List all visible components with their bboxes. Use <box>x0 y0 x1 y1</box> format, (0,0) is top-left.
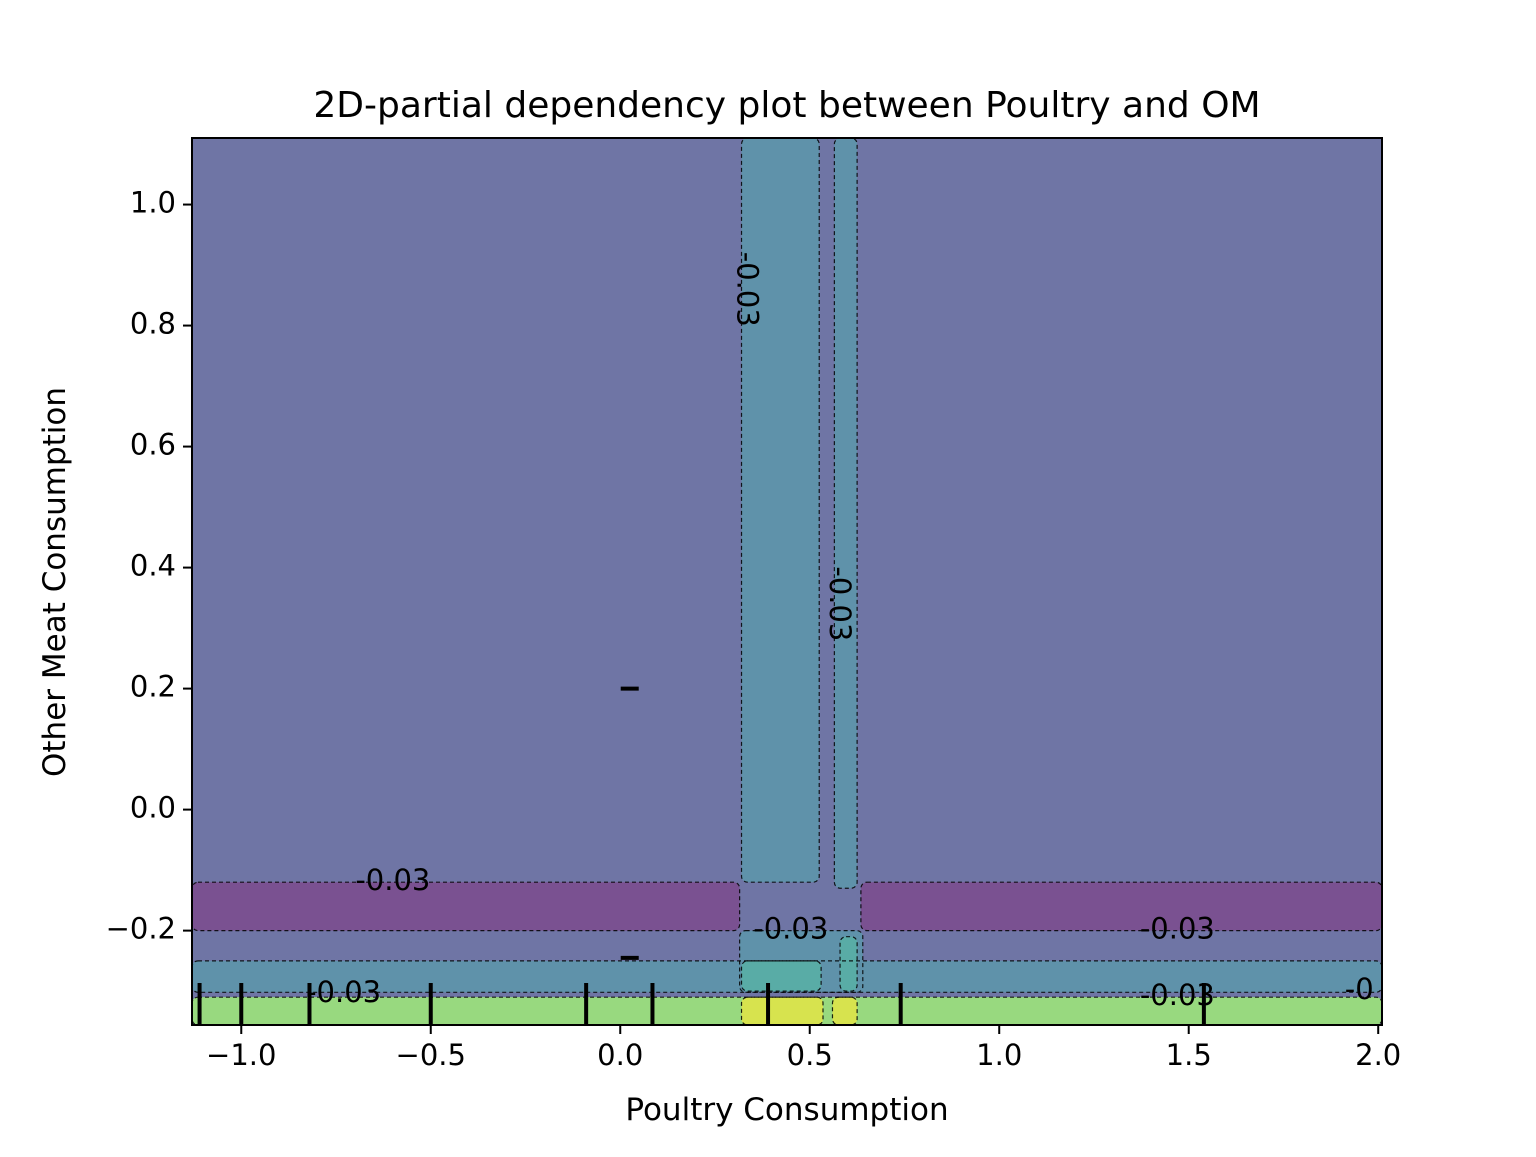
contour-region-purple <box>192 882 740 931</box>
contour-label: -0.03 <box>1140 912 1215 946</box>
contour-line <box>739 930 864 993</box>
x-tick-label: 1.5 <box>1166 1038 1212 1072</box>
y-tick-label: 0.4 <box>130 549 176 583</box>
contour-line <box>740 960 822 992</box>
contour-line <box>833 138 858 889</box>
contour-region-teal <box>834 138 858 889</box>
x-tick-label: −1.0 <box>206 1038 276 1072</box>
contour-region-purple <box>860 882 1382 931</box>
contour-line <box>192 881 741 932</box>
contour-line <box>192 960 1382 993</box>
x-axis: −1.0 −0.5 0.0 0.5 1.0 1.5 2.0 <box>206 1025 1401 1072</box>
contour-region-teal <box>741 138 820 883</box>
contour-label: -0.03 <box>1140 978 1215 1012</box>
y-axis: −0.2 0.0 0.2 0.4 0.6 0.8 1.0 <box>106 186 192 946</box>
y-tick-label: 0.8 <box>130 307 176 341</box>
contour-line <box>860 881 1382 932</box>
x-tick-label: 1.0 <box>976 1038 1022 1072</box>
y-tick-label: 0.2 <box>130 670 176 704</box>
x-tick-label: −0.5 <box>396 1038 466 1072</box>
contour-label: -0.03 <box>753 912 828 946</box>
contour-line <box>740 996 824 1025</box>
contour-label: -0.03 <box>355 863 430 897</box>
contour-line <box>831 996 858 1025</box>
chart-title: 2D-partial dependency plot between Poult… <box>313 85 1260 126</box>
x-tick-label: 0.5 <box>787 1038 833 1072</box>
contour-region-yellow <box>741 997 824 1025</box>
y-tick-label: 0.0 <box>130 791 176 825</box>
y-tick-label: −0.2 <box>106 912 176 946</box>
contour-label: -0.03 <box>306 975 381 1009</box>
contour-region-green_teal <box>741 960 822 992</box>
x-tick-label: 2.0 <box>1355 1038 1401 1072</box>
contour-region-green_teal <box>840 936 858 992</box>
contour-label: -0 <box>1345 972 1374 1006</box>
contour-line <box>839 936 858 992</box>
y-tick-label: 1.0 <box>130 186 176 220</box>
x-axis-label: Poultry Consumption <box>625 1092 948 1128</box>
y-axis-label: Other Meat Consumption <box>37 387 73 777</box>
x-tick-label: 0.0 <box>597 1038 643 1072</box>
contour-label: -0.03 <box>730 252 764 327</box>
contour-region-yellow <box>832 997 858 1025</box>
contour-label: -0.03 <box>823 566 857 641</box>
plot-frame <box>191 137 1383 1026</box>
contour-line <box>740 138 820 883</box>
y-tick-label: 0.6 <box>130 428 176 462</box>
